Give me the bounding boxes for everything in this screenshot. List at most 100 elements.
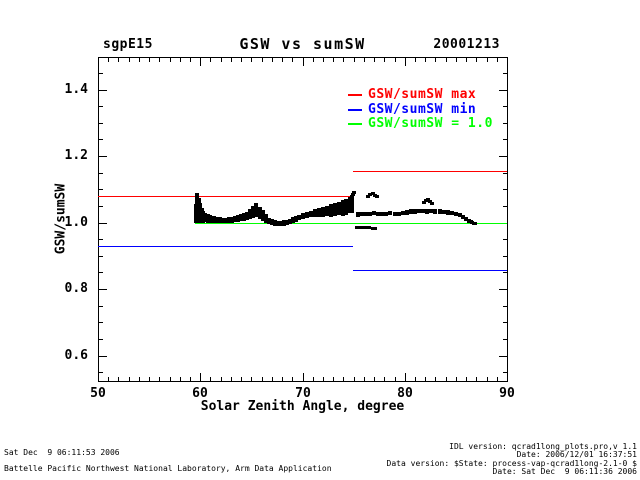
scatter-band-point xyxy=(233,216,237,222)
x-tick xyxy=(395,58,396,62)
scatter-band-point xyxy=(364,226,368,229)
legend-label-min: GSW/sumSW min xyxy=(368,102,477,117)
y-tick-label: 0.8 xyxy=(64,281,88,296)
scatter-band-point xyxy=(397,212,401,216)
y-tick xyxy=(503,206,507,207)
scatter-band-point xyxy=(251,206,255,218)
x-tick xyxy=(149,58,150,62)
x-tick xyxy=(303,373,304,381)
y-tick xyxy=(99,223,107,224)
x-tick-label: 60 xyxy=(192,386,208,401)
scatter-band-point xyxy=(224,218,228,223)
y-tick-label: 0.6 xyxy=(64,348,88,363)
x-tick xyxy=(507,373,508,381)
scatter-point xyxy=(428,200,432,203)
scatter-band-point xyxy=(337,202,341,215)
x-tick xyxy=(497,58,498,62)
scatter-point xyxy=(366,195,370,198)
scatter-band-point xyxy=(413,209,417,214)
scatter-point xyxy=(469,220,473,223)
footer-organization: Battelle Pacific Northwest National Labo… xyxy=(4,464,332,473)
y-tick xyxy=(503,173,507,174)
scatter-band-point xyxy=(373,227,377,230)
x-tick xyxy=(170,377,171,381)
y-tick xyxy=(503,272,507,273)
scatter-band-point xyxy=(313,209,317,217)
x-tick xyxy=(251,58,252,62)
scatter-band-point xyxy=(380,212,384,216)
scatter-band-point xyxy=(321,207,325,217)
x-tick xyxy=(190,58,191,62)
scatter-band-point xyxy=(242,213,246,221)
scatter-band-point xyxy=(294,216,298,222)
footer-idl-version: IDL version: qcrad1long_plots.pro,v 1.1 xyxy=(449,442,637,451)
scatter-band-point xyxy=(301,213,305,219)
x-tick xyxy=(343,58,344,62)
x-tick xyxy=(292,377,293,381)
x-tick xyxy=(456,58,457,62)
x-tick xyxy=(108,377,109,381)
scatter-band-point xyxy=(245,212,249,220)
x-tick xyxy=(108,58,109,62)
scatter-band-point xyxy=(212,216,216,223)
x-tick xyxy=(313,377,314,381)
x-tick xyxy=(497,377,498,381)
scatter-band-point xyxy=(273,220,277,226)
page-title: GSW vs sumSW xyxy=(239,35,366,53)
scatter-band-point xyxy=(218,217,222,223)
y-tick xyxy=(99,139,103,140)
scatter-band-point xyxy=(446,210,450,215)
x-tick xyxy=(231,377,232,381)
y-tick xyxy=(99,256,103,257)
scatter-band-point xyxy=(305,212,309,218)
x-tick xyxy=(241,377,242,381)
x-tick xyxy=(446,377,447,381)
scatter-point xyxy=(375,195,379,198)
scatter-band-point xyxy=(344,199,348,215)
x-tick xyxy=(313,58,314,62)
max-line-swatch-icon xyxy=(348,94,362,96)
scatter-band-point xyxy=(376,212,380,216)
x-tick xyxy=(333,58,334,62)
footer-idl-date: Date: 2006/12/01 16:37:51 xyxy=(516,450,637,459)
x-tick xyxy=(435,377,436,381)
scatter-band-point xyxy=(270,219,274,225)
scatter-band-point xyxy=(405,210,409,215)
scatter-point xyxy=(352,191,356,194)
footer-timestamp: Sat Dec 9 06:11:53 2006 xyxy=(4,448,120,457)
scatter-band-point xyxy=(279,221,283,226)
scatter-band-point xyxy=(417,209,421,213)
x-tick xyxy=(466,377,467,381)
reference-line xyxy=(353,270,507,271)
x-tick xyxy=(210,377,211,381)
x-tick xyxy=(384,377,385,381)
x-tick-label: 90 xyxy=(499,386,515,401)
y-tick xyxy=(99,272,103,273)
scatter-band-point xyxy=(393,212,397,216)
y-tick xyxy=(503,106,507,107)
x-tick xyxy=(476,377,477,381)
scatter-band-point xyxy=(227,217,231,223)
scatter-band-point xyxy=(362,212,366,216)
y-tick xyxy=(99,372,103,373)
y-tick xyxy=(499,289,507,290)
scatter-band-point xyxy=(236,215,240,222)
reference-line xyxy=(98,196,353,197)
x-tick xyxy=(456,377,457,381)
y-tick-label: 1.2 xyxy=(64,148,88,163)
scatter-point xyxy=(371,192,375,195)
scatter-band-point xyxy=(358,226,362,229)
scatter-band-point xyxy=(203,213,207,222)
scatter-band-point xyxy=(461,215,465,219)
x-tick xyxy=(405,373,406,381)
scatter-band-point xyxy=(221,218,225,223)
date-label: 20001213 xyxy=(433,37,500,52)
y-tick xyxy=(503,123,507,124)
scatter-band-point xyxy=(282,220,286,226)
reference-line xyxy=(195,223,507,224)
y-tick xyxy=(503,189,507,190)
scatter-band-point xyxy=(215,217,219,223)
y-tick xyxy=(503,322,507,323)
y-tick-label: 1.4 xyxy=(64,82,88,97)
scatter-band-point xyxy=(264,214,268,223)
